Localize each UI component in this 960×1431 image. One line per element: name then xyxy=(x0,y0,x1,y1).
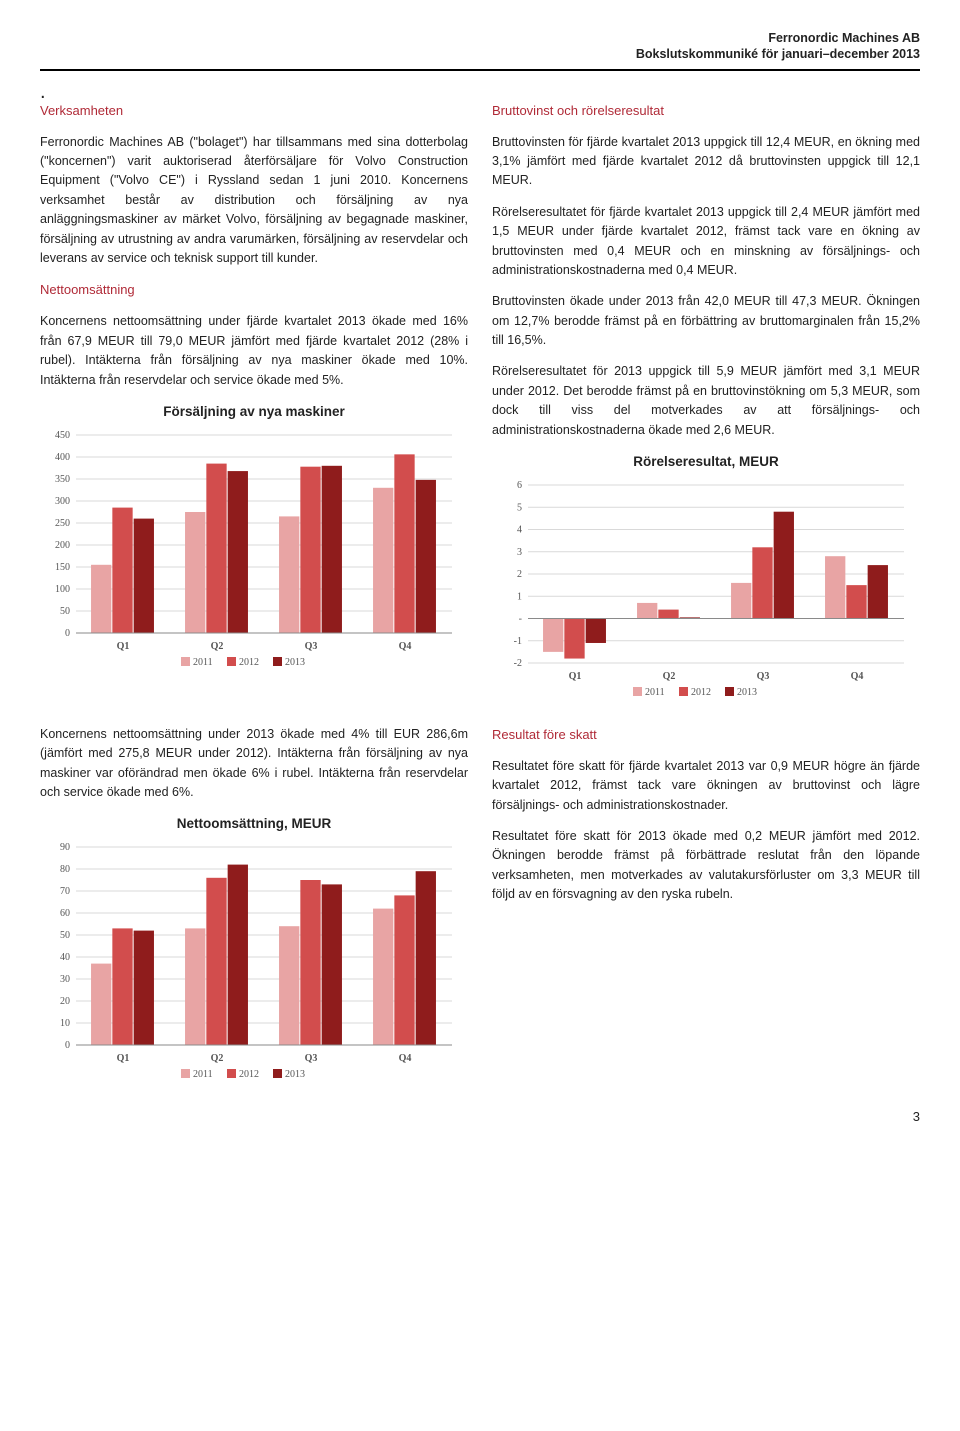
svg-text:60: 60 xyxy=(60,908,70,919)
svg-text:Q4: Q4 xyxy=(399,641,412,652)
svg-text:2: 2 xyxy=(517,569,522,580)
heading-resultat: Resultat före skatt xyxy=(492,725,920,745)
heading-verksamheten: Verksamheten xyxy=(40,101,468,121)
svg-text:Q4: Q4 xyxy=(851,671,864,682)
svg-text:2013: 2013 xyxy=(737,687,757,698)
para-resultat-1: Resultatet före skatt för fjärde kvartal… xyxy=(492,757,920,815)
svg-text:-1: -1 xyxy=(514,636,522,647)
svg-text:Q4: Q4 xyxy=(399,1053,412,1064)
svg-text:-2: -2 xyxy=(514,658,522,669)
svg-text:1: 1 xyxy=(517,591,522,602)
svg-text:150: 150 xyxy=(55,562,70,573)
page-number: 3 xyxy=(40,1107,920,1127)
svg-text:Q3: Q3 xyxy=(757,671,770,682)
para-nettoomsattning-1: Koncernens nettoomsättning under fjärde … xyxy=(40,312,468,390)
para-bruttovinst-1: Bruttovinsten för fjärde kvartalet 2013 … xyxy=(492,133,920,191)
chart1-title: Försäljning av nya maskiner xyxy=(40,402,468,423)
svg-text:40: 40 xyxy=(60,952,70,963)
svg-text:450: 450 xyxy=(55,430,70,441)
svg-text:2012: 2012 xyxy=(239,657,259,668)
chart2-title: Rörelseresultat, MEUR xyxy=(492,452,920,473)
svg-text:70: 70 xyxy=(60,886,70,897)
svg-text:Q3: Q3 xyxy=(305,641,318,652)
svg-text:Q2: Q2 xyxy=(211,1053,224,1064)
svg-text:90: 90 xyxy=(60,842,70,853)
svg-text:50: 50 xyxy=(60,606,70,617)
svg-text:Q3: Q3 xyxy=(305,1053,318,1064)
svg-text:30: 30 xyxy=(60,974,70,985)
svg-text:Q1: Q1 xyxy=(569,671,582,682)
right-column-2: Resultat före skatt Resultatet före skat… xyxy=(492,725,920,1097)
svg-text:350: 350 xyxy=(55,474,70,485)
svg-text:2012: 2012 xyxy=(239,1069,259,1080)
para-bruttovinst-3: Bruttovinsten ökade under 2013 från 42,0… xyxy=(492,292,920,350)
para-bruttovinst-4: Rörelseresultatet för 2013 uppgick till … xyxy=(492,362,920,440)
para-verksamheten: Ferronordic Machines AB ("bolaget") har … xyxy=(40,133,468,269)
svg-text:Q1: Q1 xyxy=(117,641,130,652)
heading-nettoomsattning: Nettoomsättning xyxy=(40,280,468,300)
svg-text:20: 20 xyxy=(60,996,70,1007)
svg-text:200: 200 xyxy=(55,540,70,551)
svg-text:3: 3 xyxy=(517,547,522,558)
para-nettoomsattning-2: Koncernens nettoomsättning under 2013 ök… xyxy=(40,725,468,803)
svg-text:4: 4 xyxy=(517,524,522,535)
right-column: Bruttovinst och rörelseresultat Bruttovi… xyxy=(492,101,920,715)
page-header: Ferronordic Machines AB Bokslutskommunik… xyxy=(40,30,920,63)
para-bruttovinst-2: Rörelseresultatet för fjärde kvartalet 2… xyxy=(492,203,920,281)
svg-text:Q2: Q2 xyxy=(211,641,224,652)
top-columns: Verksamheten Ferronordic Machines AB ("b… xyxy=(40,101,920,715)
report-subtitle: Bokslutskommuniké för januari–december 2… xyxy=(40,46,920,62)
svg-text:5: 5 xyxy=(517,502,522,513)
left-column-2: Koncernens nettoomsättning under 2013 ök… xyxy=(40,725,468,1097)
svg-text:Q2: Q2 xyxy=(663,671,676,682)
chart2: -2-1-123456Q1Q2Q3Q4201120122013 xyxy=(492,479,920,709)
svg-text:400: 400 xyxy=(55,452,70,463)
heading-bruttovinst: Bruttovinst och rörelseresultat xyxy=(492,101,920,121)
dot-marker: . xyxy=(40,87,920,97)
chart3-title: Nettoomsättning, MEUR xyxy=(40,814,468,835)
header-rule xyxy=(40,69,920,71)
svg-text:250: 250 xyxy=(55,518,70,529)
svg-text:6: 6 xyxy=(517,480,522,491)
company-name: Ferronordic Machines AB xyxy=(40,30,920,46)
svg-text:2013: 2013 xyxy=(285,657,305,668)
svg-text:2011: 2011 xyxy=(193,1069,213,1080)
page: Ferronordic Machines AB Bokslutskommunik… xyxy=(0,0,960,1147)
svg-text:50: 50 xyxy=(60,930,70,941)
svg-text:-: - xyxy=(519,613,522,624)
svg-text:80: 80 xyxy=(60,864,70,875)
left-column: Verksamheten Ferronordic Machines AB ("b… xyxy=(40,101,468,715)
svg-text:Q1: Q1 xyxy=(117,1053,130,1064)
para-resultat-2: Resultatet före skatt för 2013 ökade med… xyxy=(492,827,920,905)
svg-text:2013: 2013 xyxy=(285,1069,305,1080)
svg-text:2011: 2011 xyxy=(193,657,213,668)
svg-text:10: 10 xyxy=(60,1018,70,1029)
svg-text:2012: 2012 xyxy=(691,687,711,698)
chart1: 0 50 100 150 200 250 300 350 400 450 Q1 Q2 Q3 Q4 2011 2… xyxy=(40,429,468,679)
svg-text:2011: 2011 xyxy=(645,687,665,698)
chart3: 0 10 20 30 40 50 60 70 80 90 Q1 Q2 Q3 Q4 2011 2012 2013 xyxy=(40,841,468,1091)
svg-text:300: 300 xyxy=(55,496,70,507)
svg-text:0: 0 xyxy=(65,1040,70,1051)
bottom-columns: Koncernens nettoomsättning under 2013 ök… xyxy=(40,725,920,1097)
svg-text:100: 100 xyxy=(55,584,70,595)
svg-text:0: 0 xyxy=(65,628,70,639)
